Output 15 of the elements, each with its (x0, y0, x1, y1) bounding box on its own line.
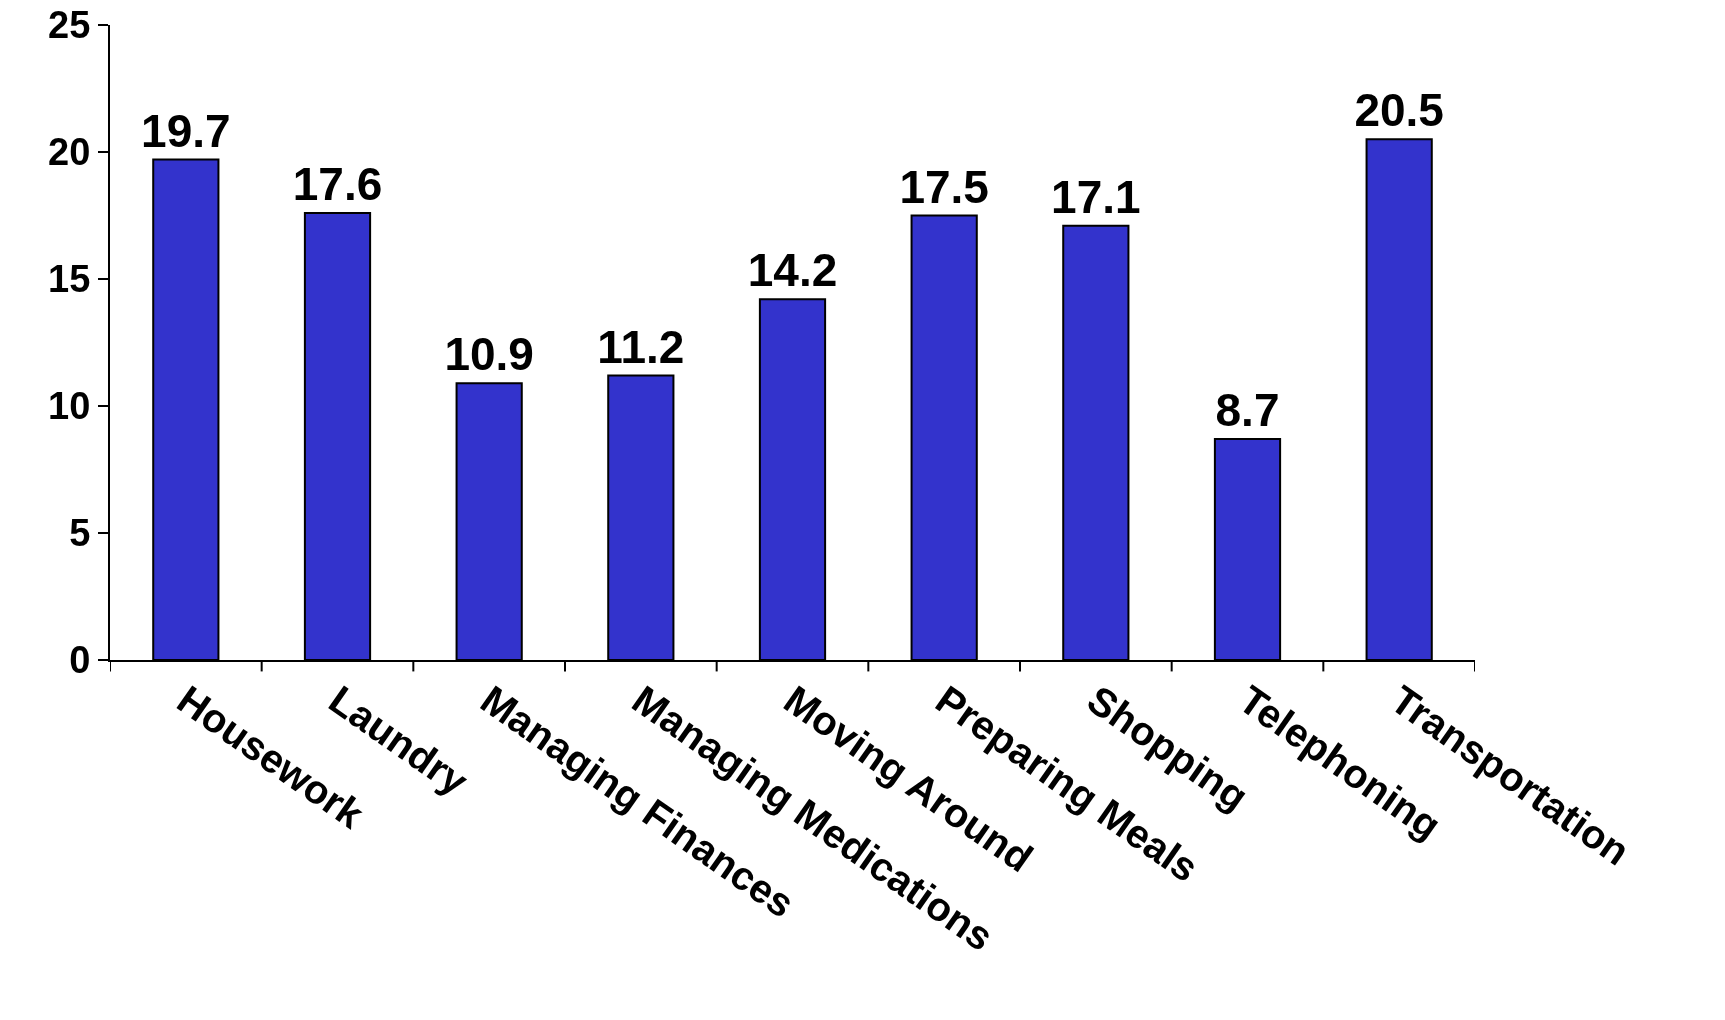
data-label: 17.5 (899, 160, 989, 213)
y-tick-label: 15 (48, 258, 91, 301)
y-tick-label: 20 (48, 131, 91, 174)
data-label: 20.5 (1354, 84, 1444, 137)
data-label: 19.7 (141, 104, 231, 157)
y-tick-label: 25 (48, 4, 91, 47)
data-label: 17.1 (1051, 170, 1141, 223)
data-label: 8.7 (1215, 384, 1280, 437)
data-label: 11.2 (597, 320, 685, 373)
y-tick-label: 5 (69, 512, 91, 555)
y-tick-label: 0 (69, 639, 91, 682)
y-tick-label: 10 (48, 385, 91, 428)
data-label: 17.6 (292, 157, 383, 210)
data-label: 10.9 (444, 328, 534, 381)
data-label: 14.2 (747, 244, 838, 297)
